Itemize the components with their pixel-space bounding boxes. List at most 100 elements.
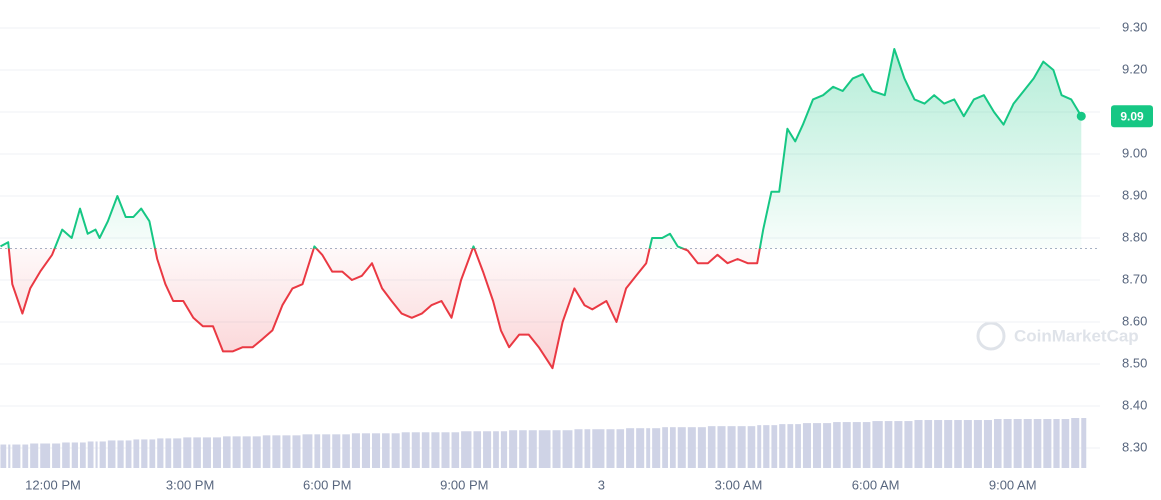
- volume-bar: [87, 441, 94, 468]
- volume-bar: [687, 427, 696, 468]
- volume-bar: [500, 431, 508, 468]
- volume-bar: [1071, 418, 1080, 468]
- volume-bar: [1013, 419, 1022, 468]
- y-tick-label: 8.50: [1122, 355, 1147, 370]
- volume-bar: [552, 430, 561, 468]
- volume-bar: [1061, 419, 1070, 468]
- volume-bar: [431, 432, 440, 468]
- price-tag-label: 9.09: [1120, 109, 1144, 123]
- volume-bar: [509, 430, 518, 468]
- price-tag: [1111, 105, 1153, 128]
- watermark-logo: [976, 321, 1006, 351]
- y-tick-label: 8.80: [1122, 229, 1147, 244]
- volume-bar: [149, 439, 156, 468]
- volume-bar: [351, 433, 360, 468]
- volume-bar: [342, 434, 350, 468]
- x-tick-label: 6:00 AM: [852, 477, 900, 492]
- volume-bar: [852, 422, 861, 468]
- volume-bar: [193, 437, 201, 468]
- volume-bar: [322, 434, 331, 468]
- y-tick-label: 9.20: [1122, 61, 1147, 76]
- volume-bar: [262, 435, 271, 468]
- volume-bar: [95, 441, 98, 468]
- volume-bar: [242, 436, 251, 468]
- y-tick-label: 8.90: [1122, 187, 1147, 202]
- volume-bar: [904, 421, 913, 468]
- volume-bar: [332, 434, 341, 468]
- volume-bar: [717, 426, 726, 468]
- volume-bar: [592, 429, 605, 468]
- volume-bar: [795, 424, 801, 468]
- watermark: CoinMarketCap: [976, 321, 1139, 351]
- volume-bar: [862, 422, 871, 468]
- volume-bar: [983, 420, 992, 468]
- volume-bar: [802, 423, 812, 468]
- x-tick-label: 6:00 PM: [303, 477, 351, 492]
- x-tick-label: 3: [598, 477, 605, 492]
- x-tick-label: 9:00 AM: [989, 477, 1037, 492]
- volume-bar: [314, 434, 321, 468]
- volume-bar: [232, 436, 241, 468]
- price-area: [0, 49, 1082, 369]
- volume-bar: [391, 433, 400, 468]
- y-tick-label: 9.00: [1122, 145, 1147, 160]
- volume-bar: [125, 440, 132, 468]
- volume-bar: [302, 434, 313, 468]
- volume-bar: [483, 431, 492, 468]
- volume-bar: [157, 438, 164, 468]
- y-tick-label: 8.70: [1122, 271, 1147, 286]
- volume-bar: [30, 443, 39, 468]
- volume-bar: [779, 424, 786, 468]
- volume-bar: [1033, 419, 1042, 468]
- volume-bar: [441, 432, 450, 468]
- volume-bar: [371, 433, 381, 468]
- x-tick-label: 3:00 AM: [715, 477, 763, 492]
- volume-bar: [1023, 419, 1032, 468]
- x-tick-label: 9:00 PM: [440, 477, 488, 492]
- volume-bar: [737, 426, 746, 468]
- volume-bar: [924, 420, 933, 468]
- volume-bar: [973, 420, 982, 468]
- volume-bar: [1053, 419, 1060, 468]
- volume-bar: [62, 442, 70, 468]
- volume-bar: [944, 420, 953, 468]
- volume-bar: [652, 428, 661, 468]
- volume-bar: [22, 444, 29, 468]
- volume-bar: [662, 427, 668, 468]
- volume-bar: [787, 424, 794, 468]
- volume-bar: [574, 429, 583, 468]
- volume-bar: [272, 435, 281, 468]
- volume-bar: [382, 433, 390, 468]
- volume-bar: [8, 444, 11, 468]
- volume-bar: [40, 443, 51, 468]
- volume-bar: [833, 422, 841, 468]
- volume-bar: [727, 426, 736, 468]
- volume-bar: [646, 428, 651, 468]
- volume-bar: [1043, 419, 1052, 468]
- volume-bar: [954, 420, 962, 468]
- volume-bar: [12, 444, 21, 468]
- volume-bar: [538, 430, 551, 468]
- x-tick-label: 12:00 PM: [25, 477, 81, 492]
- volume-bar: [0, 444, 7, 468]
- x-tick-label: 3:00 PM: [166, 477, 214, 492]
- volume-bar: [747, 426, 756, 468]
- volume-bar: [451, 432, 460, 468]
- volume-bar: [71, 442, 78, 468]
- volume-bar: [223, 436, 231, 468]
- volume-bar: [401, 432, 410, 468]
- last-point: [1076, 111, 1086, 121]
- volume-bar: [133, 439, 140, 468]
- volume-bar: [99, 441, 106, 468]
- volume-bar: [697, 427, 706, 468]
- volume-bar: [79, 442, 86, 468]
- volume-bar: [606, 429, 615, 468]
- volume-bar: [677, 427, 686, 468]
- volume-bar: [584, 429, 591, 468]
- price-line: [0, 48, 1083, 370]
- y-tick-label: 8.30: [1122, 439, 1147, 454]
- volume-bar: [823, 423, 832, 468]
- volume-bar: [562, 430, 573, 468]
- volume-bar: [763, 425, 770, 468]
